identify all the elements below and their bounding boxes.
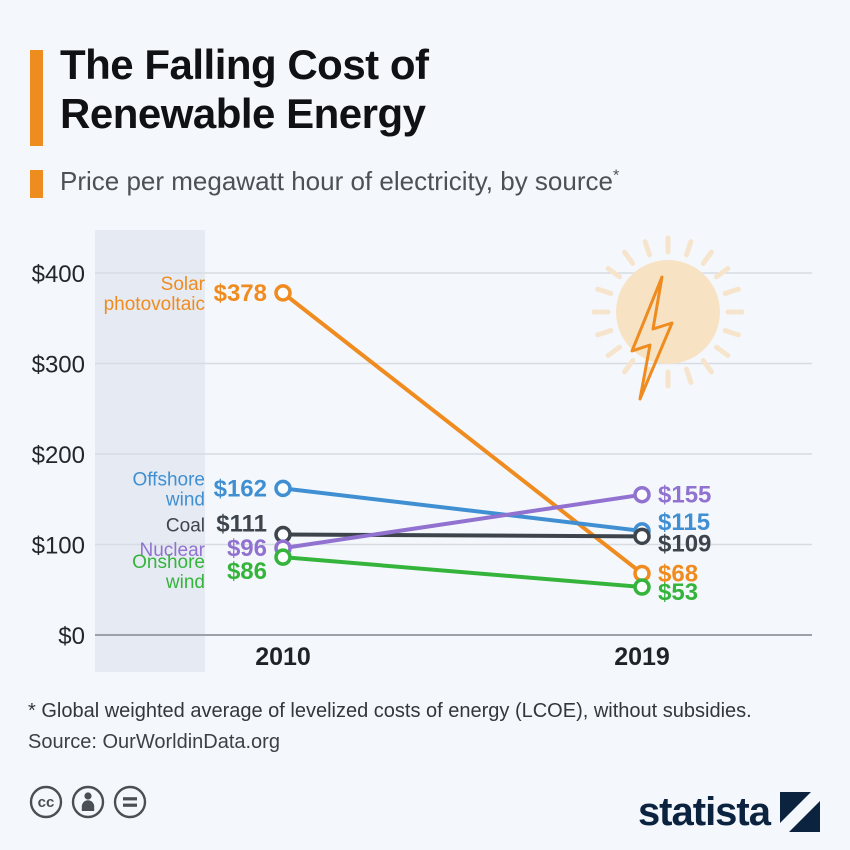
statista-wordmark: statista xyxy=(637,790,771,834)
sun-ray xyxy=(605,344,622,358)
series-line xyxy=(282,555,643,590)
value-label: $115 xyxy=(658,509,710,536)
series-label: Nuclear xyxy=(140,540,206,561)
cc-glyph: cc xyxy=(38,794,55,811)
series-line xyxy=(282,486,643,533)
sun-ray xyxy=(722,328,741,338)
series-label: Offshore xyxy=(132,469,205,490)
sun-ray xyxy=(714,344,731,358)
series-point xyxy=(274,548,292,566)
y-tick-label: $0 xyxy=(58,623,85,650)
value-label: $162 xyxy=(214,475,267,502)
sun-ray xyxy=(595,286,614,296)
sun-ray xyxy=(642,239,652,258)
value-label: $155 xyxy=(658,482,711,509)
value-label: $378 xyxy=(214,280,267,307)
series-line xyxy=(282,532,643,539)
series-point xyxy=(633,578,651,596)
sun-illustration xyxy=(591,235,745,401)
page-title-line1: The Falling Cost of xyxy=(60,41,429,88)
subtitle: Price per megawatt hour of electricity, … xyxy=(60,166,619,197)
series-point xyxy=(274,479,292,498)
license-icons: cc xyxy=(28,784,148,820)
series-line xyxy=(282,492,643,551)
footnote-marker: * xyxy=(612,167,620,185)
value-label: $86 xyxy=(227,558,267,585)
series-label: wind xyxy=(165,489,205,510)
y-tick-label: $300 xyxy=(32,352,85,379)
series-label: photovoltaic xyxy=(104,294,205,315)
series-label: Solar xyxy=(161,274,206,295)
value-label: $53 xyxy=(658,579,698,606)
sun-ray xyxy=(595,328,614,338)
attribution-person-icon[interactable] xyxy=(70,784,106,820)
series-line xyxy=(281,291,644,576)
series-point xyxy=(274,284,292,302)
sun-ray xyxy=(684,239,694,258)
y-tick-label: $400 xyxy=(32,261,85,288)
sun-ray xyxy=(622,358,636,375)
source-credit: Source: OurWorldinData.org xyxy=(28,731,280,753)
sun-ray xyxy=(700,358,714,375)
series-label: Coal xyxy=(166,516,205,537)
page-title: The Falling Cost of Renewable Energy xyxy=(60,40,429,138)
sun-ray xyxy=(605,266,622,280)
value-label: $111 xyxy=(216,511,267,538)
y-tick-label: $100 xyxy=(32,533,85,560)
x-tick-label: 2010 xyxy=(255,643,311,671)
footnote: * Global weighted average of levelized c… xyxy=(28,700,752,722)
sun-ray xyxy=(642,366,652,385)
value-label: $96 xyxy=(227,535,267,562)
y-tick-label: $200 xyxy=(32,442,85,469)
subtitle-text: Price per megawatt hour of electricity, … xyxy=(60,166,613,196)
value-label: $109 xyxy=(658,530,711,557)
cc-icon[interactable]: cc xyxy=(28,784,64,820)
series-point xyxy=(633,485,651,504)
series-points xyxy=(274,284,651,596)
series-label: Onshore xyxy=(132,552,205,573)
sun-ray xyxy=(622,249,636,266)
series-label: wind xyxy=(165,572,205,593)
sun-ray xyxy=(722,286,741,296)
value-label: $68 xyxy=(658,560,698,587)
x-tick-label: 2019 xyxy=(614,643,670,671)
sun-ray xyxy=(714,266,731,280)
series-lines xyxy=(281,291,644,590)
subtitle-accent-bar xyxy=(30,170,43,198)
highlight-band-2010 xyxy=(95,230,205,672)
sun-ray xyxy=(684,366,694,385)
slope-chart: $0 $100 $200 $300 $400 2010 2019 $378 $68 Solarph… xyxy=(32,230,812,672)
sun-ray xyxy=(700,249,714,266)
title-accent-bar xyxy=(30,50,43,146)
statista-mark-icon xyxy=(780,792,820,832)
series-point xyxy=(633,527,651,546)
statista-logo[interactable]: statista xyxy=(638,792,820,832)
page-title-line2: Renewable Energy xyxy=(60,90,426,138)
lightning-bolt-icon xyxy=(630,275,674,401)
equals-icon[interactable] xyxy=(112,784,148,820)
